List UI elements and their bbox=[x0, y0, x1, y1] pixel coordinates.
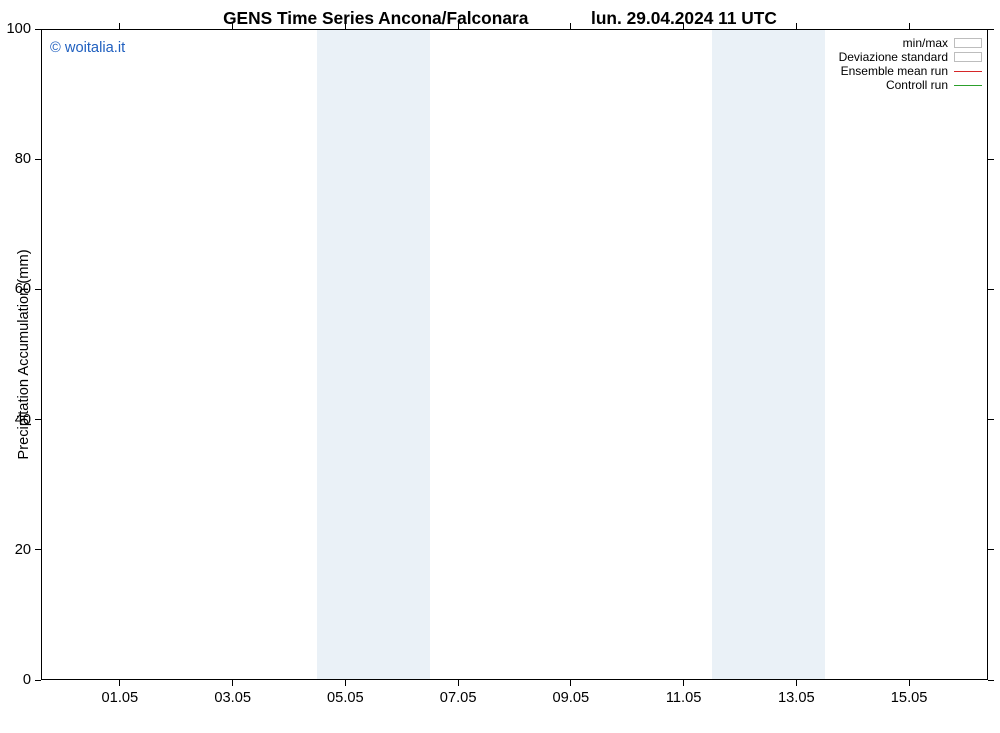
x-tick-label: 15.05 bbox=[891, 690, 928, 706]
x-tick bbox=[909, 680, 910, 686]
x-tick bbox=[458, 680, 459, 686]
chart-title-left: GENS Time Series Ancona/Falconara bbox=[223, 8, 528, 29]
x-tick-label: 05.05 bbox=[327, 690, 364, 706]
legend-item: min/max bbox=[839, 36, 982, 50]
plot-border bbox=[41, 29, 42, 680]
y-tick bbox=[988, 159, 994, 160]
x-tick bbox=[796, 680, 797, 686]
legend-item-label: Controll run bbox=[886, 78, 948, 92]
x-tick bbox=[683, 680, 684, 686]
precip-accumulation-chart: GENS Time Series Ancona/Falconara lun. 2… bbox=[0, 0, 1000, 733]
y-tick bbox=[35, 549, 41, 550]
y-axis-label: Precipitation Accumulation (mm) bbox=[16, 29, 32, 680]
y-tick bbox=[988, 289, 994, 290]
plot-border bbox=[987, 29, 988, 680]
y-tick bbox=[35, 419, 41, 420]
x-tick bbox=[345, 680, 346, 686]
x-tick-label: 09.05 bbox=[553, 690, 590, 706]
y-tick bbox=[988, 419, 994, 420]
x-tick bbox=[796, 23, 797, 29]
y-tick bbox=[35, 289, 41, 290]
plot-border bbox=[41, 29, 988, 30]
x-tick-label: 01.05 bbox=[102, 690, 139, 706]
x-tick bbox=[345, 23, 346, 29]
shaded-band bbox=[374, 29, 430, 680]
legend: min/maxDeviazione standardEnsemble mean … bbox=[839, 36, 982, 92]
x-tick bbox=[570, 680, 571, 686]
y-tick-label: 0 bbox=[23, 672, 31, 688]
chart-title: GENS Time Series Ancona/Falconara lun. 2… bbox=[0, 8, 1000, 29]
legend-item-label: Deviazione standard bbox=[839, 50, 948, 64]
x-tick bbox=[683, 23, 684, 29]
shaded-band bbox=[768, 29, 824, 680]
x-tick-label: 11.05 bbox=[666, 690, 702, 706]
legend-item-label: min/max bbox=[903, 36, 948, 50]
shaded-band bbox=[712, 29, 768, 680]
x-tick-label: 13.05 bbox=[778, 690, 815, 706]
x-tick-label: 03.05 bbox=[214, 690, 251, 706]
legend-item: Controll run bbox=[839, 78, 982, 92]
plot-border bbox=[41, 679, 988, 680]
chart-title-gap bbox=[533, 8, 586, 29]
legend-swatch-icon bbox=[954, 38, 982, 48]
x-tick bbox=[232, 23, 233, 29]
y-tick bbox=[988, 549, 994, 550]
legend-line-icon bbox=[954, 71, 982, 72]
y-tick-label: 100 bbox=[7, 21, 31, 37]
plot-area bbox=[41, 29, 988, 680]
x-tick bbox=[119, 23, 120, 29]
x-tick bbox=[909, 23, 910, 29]
y-tick bbox=[988, 680, 994, 681]
y-tick bbox=[35, 29, 41, 30]
x-tick bbox=[570, 23, 571, 29]
y-tick-label: 40 bbox=[15, 412, 31, 428]
y-tick bbox=[35, 680, 41, 681]
y-tick-label: 20 bbox=[15, 542, 31, 558]
legend-item: Ensemble mean run bbox=[839, 64, 982, 78]
x-tick bbox=[232, 680, 233, 686]
legend-swatch-icon bbox=[954, 52, 982, 62]
watermark: © woitalia.it bbox=[50, 40, 125, 56]
legend-item-label: Ensemble mean run bbox=[841, 64, 948, 78]
legend-line-icon bbox=[954, 85, 982, 86]
legend-item: Deviazione standard bbox=[839, 50, 982, 64]
y-tick-label: 80 bbox=[15, 151, 31, 167]
x-tick bbox=[458, 23, 459, 29]
y-tick-label: 60 bbox=[15, 281, 31, 297]
shaded-band bbox=[317, 29, 373, 680]
y-tick bbox=[35, 159, 41, 160]
x-tick-label: 07.05 bbox=[440, 690, 477, 706]
y-tick bbox=[988, 29, 994, 30]
x-tick bbox=[119, 680, 120, 686]
